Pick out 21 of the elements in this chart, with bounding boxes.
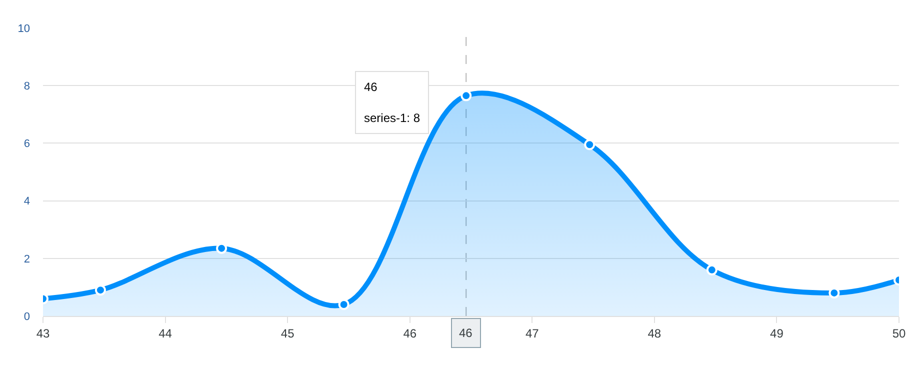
point [584, 139, 596, 150]
y-tick-label: 0 [24, 310, 30, 323]
point [706, 264, 718, 276]
x-tick-label: 46 [403, 326, 417, 340]
x-tick-label: 49 [770, 326, 784, 340]
x-tick-label: 43 [36, 326, 50, 340]
point [460, 90, 472, 102]
annotation: series-1: 8 [364, 111, 420, 126]
x-tick-label: 47 [525, 326, 540, 340]
y-tick-label: 8 [24, 80, 30, 92]
x-tick-label: 50 [892, 326, 906, 340]
y-tick-label: 6 [24, 138, 30, 150]
x-tick-label: 48 [648, 326, 662, 340]
x-tick-label: 44 [158, 326, 172, 340]
point [94, 284, 106, 296]
y-tick-label: 4 [24, 196, 30, 208]
y-tick-label: 10 [18, 22, 30, 35]
point [338, 298, 350, 310]
y-tick-label: 2 [24, 253, 30, 266]
annotation: 46 [364, 80, 378, 94]
x-tick-label: 45 [280, 326, 295, 340]
